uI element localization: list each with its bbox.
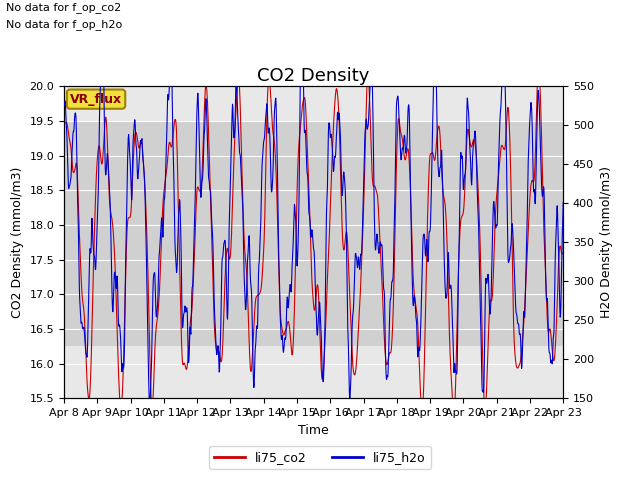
Y-axis label: H2O Density (mmol/m3): H2O Density (mmol/m3) (600, 167, 612, 318)
Title: CO2 Density: CO2 Density (257, 67, 370, 85)
Text: No data for f_op_co2: No data for f_op_co2 (6, 2, 122, 13)
X-axis label: Time: Time (298, 424, 329, 437)
Y-axis label: CO2 Density (mmol/m3): CO2 Density (mmol/m3) (11, 167, 24, 318)
Legend: li75_co2, li75_h2o: li75_co2, li75_h2o (209, 446, 431, 469)
Bar (64, 121, 563, 347)
Text: VR_flux: VR_flux (70, 93, 122, 106)
Text: No data for f_op_h2o: No data for f_op_h2o (6, 19, 123, 30)
